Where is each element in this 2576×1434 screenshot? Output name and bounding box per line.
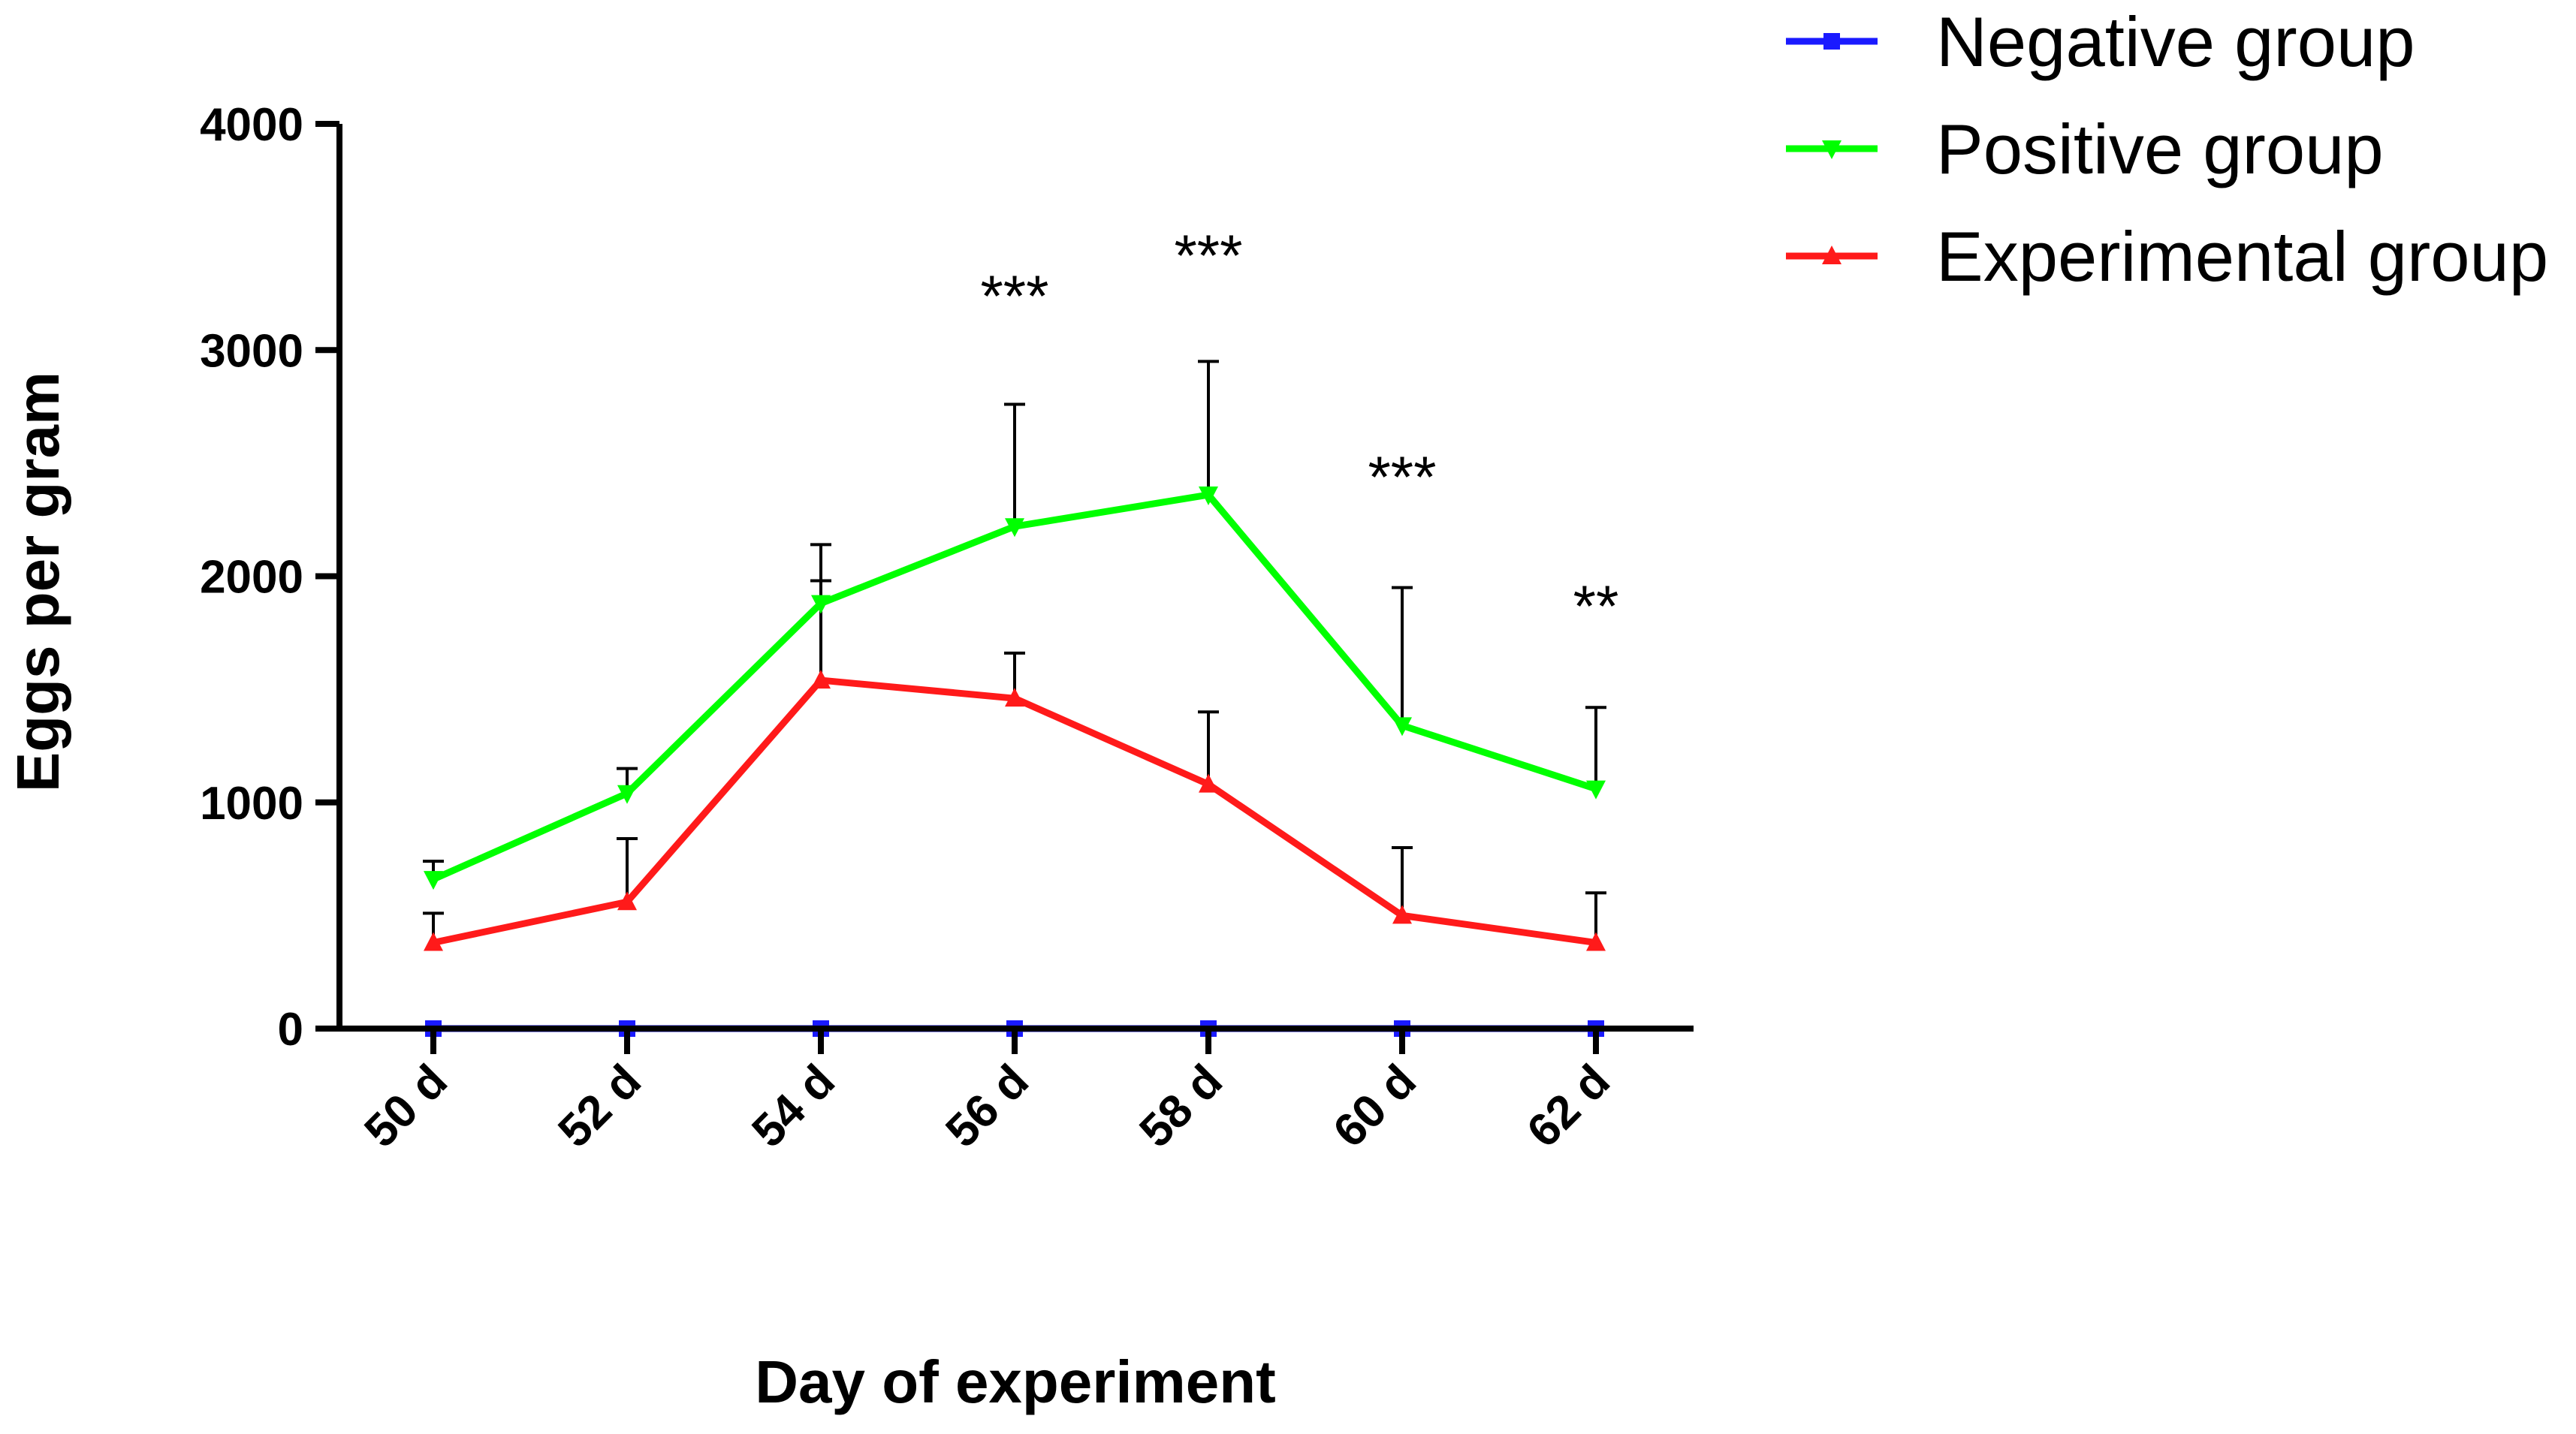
positive-group-point [424,871,443,890]
legend-positive-group-label: Positive group [1936,110,2384,188]
positive-group-point [1005,518,1024,538]
x-tick-label: 54 d [742,1055,845,1158]
positive-group-point [1199,487,1218,506]
x-tick-label: 60 d [1323,1055,1426,1158]
axes [336,124,1694,1032]
legend-negative-group-marker [1823,33,1840,50]
x-tick-label: 50 d [354,1055,457,1158]
y-tick-label: 3000 [200,325,303,377]
experimental-group-point [1586,932,1606,951]
positive-group-point [1586,780,1606,800]
legend-experimental-group-marker [1822,246,1842,264]
x-axis-title: Day of experiment [755,1348,1276,1415]
x-tick-label: 52 d [548,1055,651,1158]
significance-annotation: *** [1368,444,1436,510]
experimental-group-point [1005,688,1024,707]
significance-annotations: *********** [980,222,1618,639]
experimental-group-point [811,670,831,689]
experimental-group-point [1392,905,1412,924]
y-tick-label: 1000 [200,778,303,830]
series-lines [432,491,1597,1032]
significance-annotation: *** [980,263,1048,329]
y-tick-label: 0 [278,1004,303,1056]
y-axis-title: Eggs per gram [5,372,71,792]
x-axis-ticks: 50 d 52 d 54 d 56 d 58 d 60 d 62 d [354,1029,1620,1158]
legend: Negative group Positive group Experimental… [1786,2,2548,296]
experimental-group-point [1199,773,1218,793]
positive-group-point [1392,717,1412,737]
x-tick-label: 58 d [1130,1055,1232,1158]
legend-positive-group-marker [1822,140,1842,159]
x-tick-label: 62 d [1517,1055,1620,1158]
positive-group-point [617,785,637,804]
legend-experimental-group-label: Experimental group [1936,217,2548,296]
legend-negative-group-label: Negative group [1936,2,2415,81]
x-tick-label: 56 d [936,1055,1039,1158]
significance-annotation: *** [1174,222,1242,288]
significance-annotation: ** [1573,573,1619,639]
y-tick-label: 2000 [200,552,303,604]
y-axis-ticks: 0 1000 2000 3000 4000 [200,99,339,1056]
series-markers [424,487,1606,1037]
experimental-group-line [433,676,1597,946]
positive-group-point [811,595,831,614]
experimental-group-point [424,932,443,951]
y-tick-label: 4000 [200,99,303,151]
experimental-group-point [617,891,637,911]
